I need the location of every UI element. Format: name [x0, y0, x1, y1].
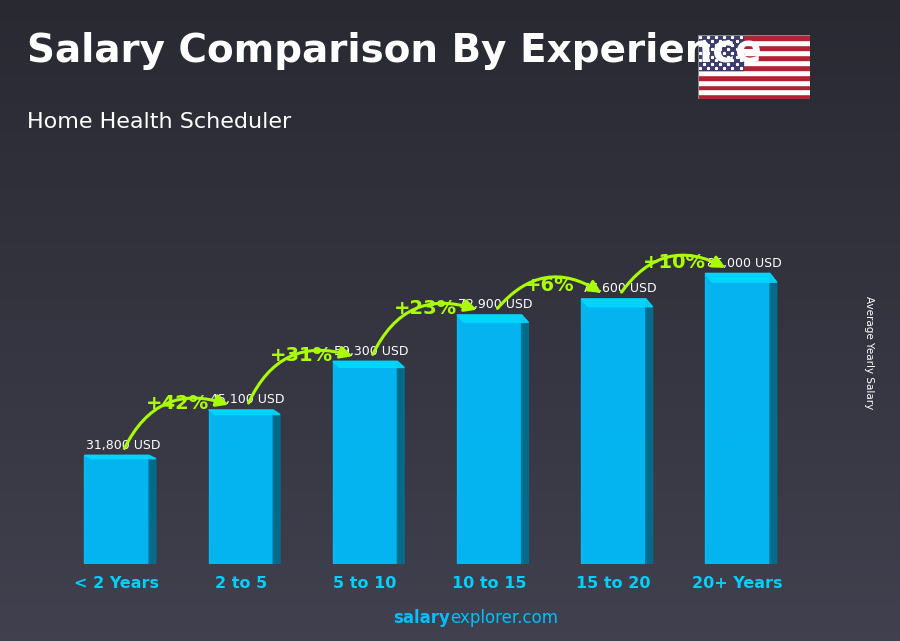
Text: +31%: +31%	[270, 346, 333, 365]
Text: 85,000 USD: 85,000 USD	[706, 257, 781, 270]
Bar	[698, 40, 810, 45]
Polygon shape	[85, 455, 156, 458]
Bar	[698, 60, 810, 65]
Text: Average Yearly Salary: Average Yearly Salary	[863, 296, 874, 409]
Bar	[698, 55, 810, 60]
Bar	[698, 35, 810, 40]
Bar	[698, 45, 810, 50]
Text: +23%: +23%	[394, 299, 457, 319]
Bar	[698, 94, 810, 99]
Text: salary: salary	[393, 609, 450, 627]
Polygon shape	[274, 410, 280, 564]
Bar	[698, 79, 810, 85]
Polygon shape	[581, 299, 652, 307]
Text: Salary Comparison By Experience: Salary Comparison By Experience	[27, 32, 761, 70]
Text: 5 to 10: 5 to 10	[333, 576, 397, 591]
Text: < 2 Years: < 2 Years	[74, 576, 159, 591]
Polygon shape	[149, 455, 156, 564]
Bar	[698, 70, 810, 75]
Text: 31,800 USD: 31,800 USD	[86, 439, 160, 452]
Text: 45,100 USD: 45,100 USD	[210, 394, 284, 406]
Bar	[209, 410, 274, 564]
Bar	[698, 35, 742, 70]
Text: 10 to 15: 10 to 15	[452, 576, 526, 591]
Bar	[706, 274, 770, 564]
Polygon shape	[522, 315, 528, 564]
Polygon shape	[209, 410, 280, 415]
Text: 20+ Years: 20+ Years	[692, 576, 783, 591]
Bar	[698, 50, 810, 55]
Bar	[698, 65, 810, 70]
Text: +10%: +10%	[643, 253, 706, 272]
Polygon shape	[333, 362, 404, 367]
Polygon shape	[646, 299, 652, 564]
Text: 59,300 USD: 59,300 USD	[334, 345, 409, 358]
Text: 15 to 20: 15 to 20	[576, 576, 651, 591]
Polygon shape	[706, 274, 777, 282]
Text: 72,900 USD: 72,900 USD	[458, 298, 533, 312]
Text: 2 to 5: 2 to 5	[215, 576, 267, 591]
Text: explorer.com: explorer.com	[450, 609, 558, 627]
Bar	[85, 455, 149, 564]
Text: 77,600 USD: 77,600 USD	[582, 282, 657, 296]
Bar	[698, 90, 810, 94]
Text: Home Health Scheduler: Home Health Scheduler	[27, 112, 292, 132]
Bar	[333, 362, 398, 564]
Bar	[698, 75, 810, 79]
Bar	[698, 85, 810, 90]
Bar	[581, 299, 646, 564]
Polygon shape	[770, 274, 777, 564]
Bar	[457, 315, 522, 564]
Polygon shape	[398, 362, 404, 564]
Text: +6%: +6%	[525, 276, 574, 296]
Polygon shape	[457, 315, 528, 322]
Text: +42%: +42%	[146, 394, 209, 413]
